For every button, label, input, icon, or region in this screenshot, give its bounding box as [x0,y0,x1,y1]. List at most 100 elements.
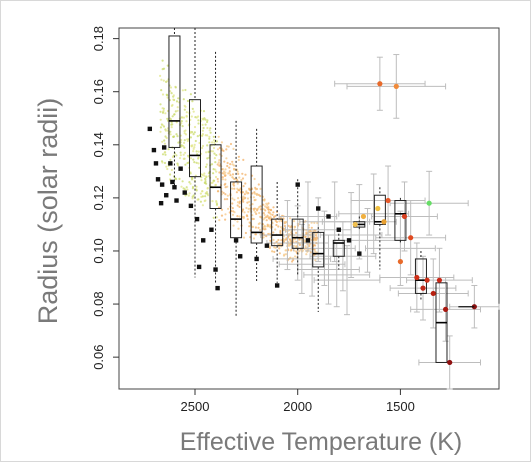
cloud-dot [231,197,234,200]
cloud-dot [251,225,254,229]
cloud-dot [214,161,217,164]
error-bar [297,234,360,305]
box-body [189,99,201,178]
cloud-dot [272,238,275,241]
box-plot [312,227,325,313]
x-axis-title: Effective Temperature (K) [180,428,463,456]
cloud-dot [191,185,195,189]
cloud-dot [274,219,277,222]
cloud-dot [169,158,172,161]
cloud-dot [195,150,198,153]
cloud-dot [215,202,219,206]
colored-point [401,213,408,220]
cloud-dot [192,194,195,197]
colored-point [426,200,432,206]
cloud-dot [207,150,210,153]
cloud-dot [223,172,226,176]
cloud-dot [182,98,185,101]
box-plot [435,282,448,363]
cloud-dot [242,236,246,239]
observed-point [178,166,183,171]
cloud-dot [161,107,164,110]
error-bar [272,223,332,294]
cloud-dot [209,127,212,130]
cloud-dot [190,144,193,147]
cloud-dot [237,158,240,162]
cloud-dot [190,115,193,118]
observed-point [316,206,321,211]
cloud-dot [169,90,172,93]
cloud-dot [255,212,258,215]
cloud-dot [227,145,230,148]
cloud-dot [195,185,198,188]
cloud-dot [290,248,293,251]
cloud-dot [259,208,262,211]
cloud-dot [206,144,209,147]
cloud-dot [272,206,275,209]
cloud-dot [201,204,204,207]
cloud-dot [253,207,256,210]
cloud-dot [166,94,169,97]
cloud-dot [314,259,317,262]
cloud-dot [161,111,165,114]
y-axis-title: Radius (solar radii) [33,98,63,325]
cloud-dot [190,176,194,179]
box-plot [209,51,222,283]
colored-point [377,81,383,87]
observed-point [357,251,362,256]
cloud-dot [251,192,254,195]
cloud-dot [180,122,183,125]
cloud-dot [193,161,196,164]
cloud-dot [163,139,166,142]
cloud-dot [195,189,198,192]
cloud-dot [170,168,173,172]
cloud-dot [238,205,241,208]
cloud-dot [242,197,245,200]
cloud-dot [190,178,194,181]
cloud-dot [289,217,292,220]
observed-point [174,198,179,203]
simulated-population-cloud [159,59,320,263]
y-tick-label: 0.18 [91,26,106,51]
cloud-dot [295,231,298,234]
cloud-dot [192,147,195,150]
cloud-dot [308,244,311,248]
cloud-dot [269,239,272,242]
cloud-dot [185,114,188,118]
data-points [147,81,477,366]
cloud-dot [223,198,226,201]
cloud-dot [310,226,313,229]
cloud-dot [224,193,227,196]
cloud-dot [204,165,208,168]
cloud-dot [189,93,192,96]
cloud-dot [309,236,312,239]
cloud-dot [282,228,285,232]
cloud-dot [283,253,286,256]
cloud-dot [267,202,270,205]
cloud-dot [171,103,174,107]
cloud-dot [187,194,190,197]
cloud-dot [277,238,280,242]
cloud-dot [248,188,252,191]
cloud-dot [236,201,240,204]
cloud-dot [196,135,199,138]
colored-point [420,285,426,291]
cloud-dot [298,250,301,253]
cloud-dot [218,146,221,149]
cloud-dot [284,221,287,224]
cloud-dot [223,174,227,177]
cloud-dot [247,210,250,213]
cloud-dot [226,198,229,201]
cloud-dot [245,214,248,217]
cloud-dot [237,189,241,192]
cloud-dot [217,161,220,164]
cloud-dot [313,248,316,251]
cloud-dot [238,176,241,179]
cloud-dot [211,200,214,203]
colored-point [381,219,387,225]
cloud-dot [175,121,178,124]
box-body [394,200,407,241]
box-plot [230,120,243,318]
cloud-dot [299,248,302,251]
cloud-dot [254,226,257,229]
